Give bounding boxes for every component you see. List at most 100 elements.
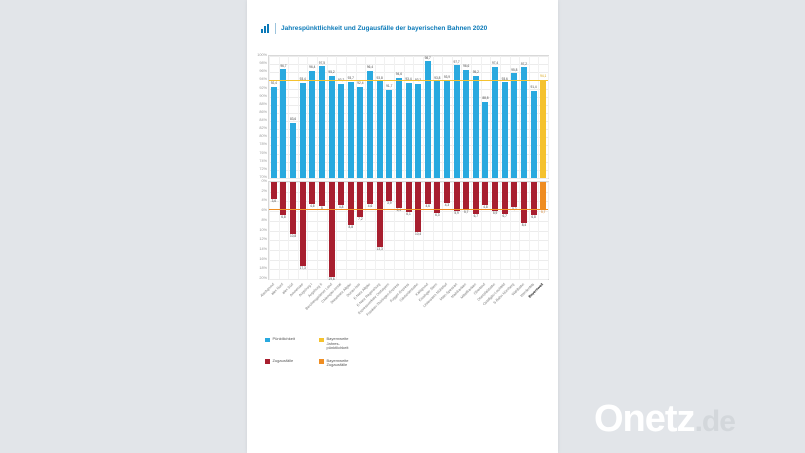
legend-item-statewide-punctuality: Bayernweite Jahres­pünktlichkeit [319, 336, 361, 351]
bar-value-label: 93,4 [295, 78, 311, 82]
gridline [269, 56, 548, 57]
y-tick-label: 70% [259, 175, 267, 179]
gridline [269, 211, 548, 213]
bar-value-label: 10,8 [289, 234, 297, 239]
gridline [480, 56, 482, 178]
bar-value-label: 96,7 [280, 63, 287, 68]
gridline [384, 56, 386, 178]
gridline [365, 56, 367, 178]
gridline [499, 56, 501, 178]
infographic-card: Jahrespünktlichkeit und Zugausfälle der … [247, 0, 558, 453]
bar-value-label: 97,5 [318, 60, 326, 65]
bar-value-label: 93,4 [401, 78, 417, 82]
bar [270, 86, 277, 178]
bar [463, 182, 470, 210]
bar-value-label: 4,6 [367, 204, 373, 209]
gridline [422, 56, 424, 178]
bar-value-label: 94,1 [540, 74, 547, 79]
bar [443, 182, 450, 203]
y-tick-label: 12% [259, 237, 267, 242]
y-tick-label: 8% [261, 217, 268, 222]
gridline [403, 56, 405, 178]
gridline [461, 182, 463, 279]
bar [328, 75, 335, 178]
bar [347, 182, 354, 225]
y-tick-label: 14% [259, 246, 267, 251]
gridline [394, 56, 396, 178]
bar [270, 182, 277, 200]
y-tick-label: 82% [259, 126, 267, 131]
bar-value-label: 93,7 [347, 76, 354, 81]
bar-value-label: 6,8 [531, 214, 536, 219]
gridline [278, 182, 280, 279]
gridline [269, 279, 548, 280]
bar [434, 81, 441, 178]
bar [405, 182, 412, 212]
bar-value-label: 92,4 [270, 81, 277, 86]
bar-value-label: 4,3 [444, 202, 450, 207]
bar [367, 70, 374, 178]
bar [338, 83, 345, 178]
gridline [326, 56, 328, 178]
bar [395, 182, 402, 209]
gridline [269, 220, 548, 222]
bar-value-label: 92,4 [357, 81, 364, 86]
cancellations-swatch [265, 359, 270, 364]
gridline [394, 182, 396, 279]
bar [501, 182, 508, 215]
gridline [499, 182, 501, 279]
gridline [269, 56, 270, 178]
gridline [269, 64, 548, 66]
gridline [288, 56, 290, 178]
gridline [432, 56, 434, 178]
bar-value-label: 97,2 [520, 61, 528, 66]
bar-value-label: 5 [314, 207, 330, 211]
gridline [345, 56, 347, 178]
bar-value-label: 13,3 [376, 246, 383, 251]
bar-value-label: 95,8 [511, 67, 518, 72]
bar-value-label: 95,2 [472, 70, 479, 75]
gridline [355, 56, 357, 178]
gridline [548, 182, 549, 279]
bar-value-label: 5,9 [454, 210, 459, 215]
bar [395, 77, 402, 178]
bar [415, 83, 422, 178]
bar [472, 75, 479, 178]
legend-label: Zugausfälle [272, 357, 294, 363]
bar-value-label: 10,4 [415, 232, 422, 237]
statewide-punctuality-swatch [319, 337, 324, 342]
bar-value-label: 83,6 [289, 117, 297, 122]
bar-value-label: 6,3 [435, 212, 440, 217]
bar [280, 182, 287, 215]
y-tick-label: 72% [259, 166, 267, 171]
gridline [461, 56, 463, 178]
gridline [269, 259, 548, 261]
bar-value-label: 3,9 [387, 200, 392, 205]
bar [357, 86, 364, 178]
gridline [365, 182, 367, 279]
gridline [269, 230, 548, 232]
bar [318, 182, 325, 207]
bar [434, 182, 441, 213]
bar [386, 89, 393, 178]
bar [530, 182, 537, 215]
y-tick-label: 90% [259, 93, 267, 98]
legend-label: Bayernweite Zugausfälle [326, 357, 349, 368]
y-tick-label: 98% [259, 61, 267, 66]
y-tick-label: 78% [259, 142, 267, 147]
bar-value-label: 3,6 [271, 199, 277, 204]
bar-value-label: 93,6 [501, 76, 508, 81]
bar-value-label: 96,6 [463, 64, 470, 69]
y-tick-label: 88% [259, 101, 267, 106]
statewide-reference-line [269, 79, 548, 81]
bar [386, 182, 393, 201]
bar [318, 66, 325, 178]
bar-value-label: 4,6 [310, 204, 315, 209]
bar-value-label: 6,1 [406, 211, 411, 216]
bar [530, 90, 537, 178]
bar-value-label: 5,4 [396, 208, 402, 213]
gridline [490, 182, 492, 279]
y-tick-label: 84% [259, 118, 267, 123]
bar-value-label: 8,8 [348, 224, 353, 229]
